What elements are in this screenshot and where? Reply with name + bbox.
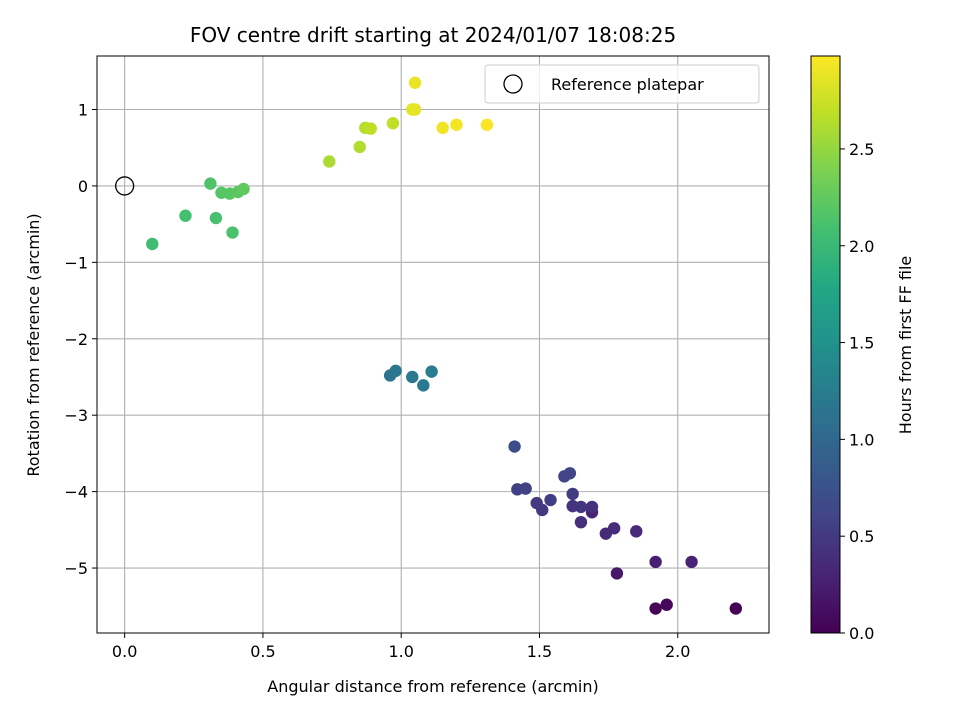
scatter-point	[480, 118, 494, 131]
plot-area-frame	[96, 55, 770, 634]
scatter-point	[408, 103, 422, 116]
x-tick-label: 1.5	[527, 642, 552, 661]
scatter-point	[729, 602, 743, 615]
scatter-point	[417, 379, 430, 392]
scatter-point	[607, 522, 621, 535]
scatter-point	[574, 515, 588, 529]
scatter-point	[389, 364, 402, 378]
scatter-point	[685, 555, 698, 569]
scatter-point	[610, 567, 624, 580]
colorbar-tick-label: 2.0	[849, 237, 874, 256]
legend-box	[484, 64, 760, 104]
scatter-point	[386, 117, 400, 130]
y-tick-label: −5	[64, 559, 88, 578]
colorbar-tick-label: 1.5	[849, 334, 874, 353]
scatter-point	[649, 555, 662, 569]
legend-entry-reference: Reference platepar	[551, 75, 704, 94]
x-axis-ticks: 0.0 0.5 1.0 1.5 2.0	[112, 633, 690, 661]
reference-platepar-marker	[115, 176, 135, 196]
x-tick-label: 1.0	[388, 642, 413, 661]
y-tick-label: −3	[64, 406, 88, 425]
x-tick-label: 0.5	[250, 642, 275, 661]
y-tick-label: −2	[64, 330, 88, 349]
colorbar-label: Hours from first FF file	[896, 256, 915, 435]
scatter-point	[408, 76, 422, 89]
chart-title: FOV centre drift starting at 2024/01/07 …	[190, 23, 676, 47]
colorbar-tick-label: 2.5	[849, 140, 874, 159]
scatter-point	[179, 209, 192, 222]
y-tick-label: 0	[78, 177, 88, 196]
scatter-point	[519, 482, 532, 495]
scatter-point	[406, 370, 419, 384]
y-tick-label: −4	[64, 483, 88, 502]
colorbar	[810, 55, 841, 634]
x-tick-label: 2.0	[665, 642, 690, 661]
x-tick-label: 0.0	[112, 642, 137, 661]
y-tick-label: −1	[64, 253, 88, 272]
scatter-point	[574, 500, 588, 514]
scatter-point	[630, 525, 643, 538]
scatter-point	[566, 487, 579, 501]
scatter-point	[425, 365, 438, 378]
scatter-point	[649, 602, 662, 615]
scatter-points	[146, 76, 743, 615]
scatter-point	[508, 440, 521, 453]
grid	[97, 56, 769, 633]
y-axis-ticks: 1 0 −1 −2 −3 −4 −5	[64, 100, 97, 578]
scatter-point	[563, 467, 577, 480]
scatter-point	[353, 140, 366, 154]
scatter-point	[436, 121, 449, 135]
scatter-point	[450, 118, 463, 131]
scatter-point	[364, 122, 377, 135]
colorbar-tick-label: 0.5	[849, 527, 874, 546]
scatter-point	[209, 211, 223, 225]
scatter-point	[146, 237, 159, 251]
legend: Reference platepar	[484, 64, 760, 104]
colorbar-ticks: 0.0 0.5 1.0 1.5 2.0 2.5	[840, 140, 874, 643]
reference-marker-layer	[115, 176, 135, 196]
y-axis-label: Rotation from reference (arcmin)	[24, 213, 43, 476]
scatter-point	[226, 226, 239, 239]
y-tick-label: 1	[78, 100, 88, 119]
scatter-point	[530, 496, 543, 510]
x-axis-label: Angular distance from reference (arcmin)	[267, 677, 598, 696]
scatter-point	[585, 500, 599, 514]
scatter-point	[237, 182, 250, 196]
scatter-point	[660, 598, 673, 611]
legend-marker-reference	[503, 74, 523, 94]
colorbar-tick-label: 0.0	[849, 624, 874, 643]
scatter-point	[323, 155, 336, 168]
colorbar-tick-label: 1.0	[849, 430, 874, 449]
scatter-point	[544, 493, 557, 507]
scatter-point	[204, 177, 217, 190]
